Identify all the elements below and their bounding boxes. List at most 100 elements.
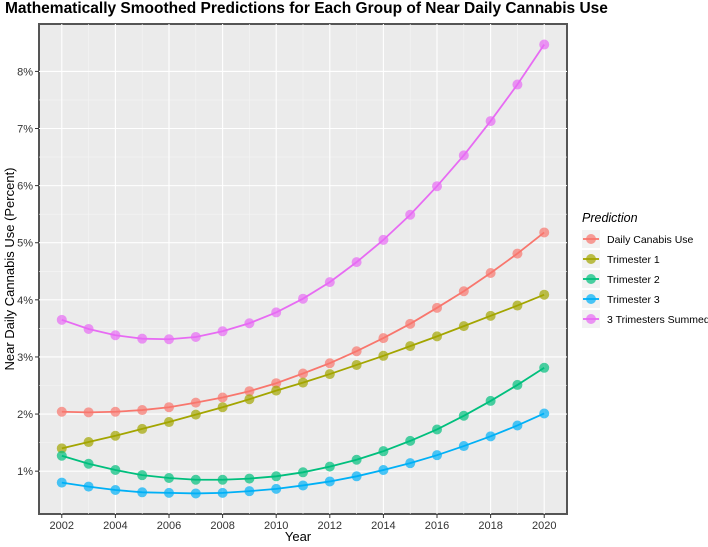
data-point-series-5 [432,181,443,192]
data-point-series-1 [512,248,523,259]
data-point-series-5 [244,318,255,329]
x-tick-label: 2008 [210,520,234,532]
data-point-series-1 [110,406,121,417]
data-point-series-2 [163,417,174,428]
data-point-series-2 [56,443,67,454]
data-point-series-2 [271,385,282,396]
data-point-series-2 [432,331,443,342]
legend-label: Trimester 1 [607,254,660,266]
data-point-series-2 [458,321,469,332]
data-point-series-2 [512,300,523,311]
legend-label: 3 Trimesters Summed [607,314,708,326]
data-point-series-5 [405,209,416,220]
y-axis: 1% 2% 3% 4% 5% 6% 7% 8% [17,66,39,478]
data-point-series-1 [137,405,148,416]
data-point-series-2 [539,289,550,300]
data-point-series-5 [217,326,228,337]
x-tick-label: 2016 [425,520,449,532]
data-point-series-5 [271,307,282,318]
data-point-series-3 [485,395,496,406]
legend-label: Daily Canabis Use [607,234,694,246]
data-point-series-4 [378,465,389,476]
legend-item: 3 Trimesters Summed [582,310,708,328]
x-axis: 2002 2004 2006 2008 2010 2012 2014 2016 2018 2020 [50,514,556,532]
data-point-series-3 [163,473,174,484]
data-point-series-4 [56,477,67,488]
data-point-series-5 [110,330,121,341]
data-point-series-5 [163,334,174,345]
data-point-series-3 [217,474,228,485]
data-point-series-4 [83,481,94,492]
data-point-series-4 [110,485,121,496]
legend-item: Trimester 1 [582,250,660,268]
data-point-series-1 [485,267,496,278]
data-point-series-4 [458,441,469,452]
data-point-series-4 [512,420,523,431]
data-point-series-2 [244,394,255,405]
data-point-series-3 [137,470,148,481]
data-point-series-1 [324,358,335,369]
data-point-series-5 [512,79,523,90]
x-tick-label: 2010 [264,520,288,532]
data-point-series-3 [244,473,255,484]
data-point-series-3 [298,467,308,478]
y-tick-label: 2% [17,409,33,421]
data-point-series-3 [458,410,469,421]
x-tick-label: 2002 [50,520,74,532]
y-axis-title: Near Daily Cannabis Use (Percent) [2,167,17,370]
data-point-series-2 [137,423,148,434]
data-point-series-4 [432,450,443,461]
data-point-series-3 [378,446,389,457]
data-point-series-1 [271,378,282,389]
y-tick-label: 4% [17,295,33,307]
data-point-series-5 [56,314,67,325]
data-point-series-3 [271,471,282,482]
legend-key-point [586,274,596,284]
x-tick-label: 2018 [478,520,502,532]
data-point-series-1 [458,286,469,297]
y-tick-label: 3% [17,352,33,364]
data-point-series-2 [324,369,335,380]
data-point-series-3 [190,474,201,485]
data-point-series-4 [163,487,174,498]
data-point-series-4 [324,476,335,487]
data-point-series-4 [405,458,416,469]
legend-title: Prediction [582,211,638,225]
legend-key-point [586,314,596,324]
data-point-series-2 [217,402,228,413]
y-tick-label: 1% [17,466,33,478]
data-point-series-1 [217,392,228,403]
data-point-series-1 [351,346,362,357]
x-tick-label: 2006 [157,520,181,532]
y-tick-label: 7% [17,124,33,136]
y-tick-label: 5% [17,238,33,250]
data-point-series-2 [351,359,362,370]
data-point-series-3 [83,458,94,469]
data-point-series-2 [405,341,416,352]
x-tick-label: 2012 [318,520,342,532]
data-point-series-5 [351,257,362,268]
data-point-series-3 [324,461,335,472]
chart-title: Mathematically Smoothed Predictions for … [5,0,608,17]
data-point-series-5 [324,277,335,288]
data-point-series-1 [83,407,94,418]
data-point-series-1 [405,318,416,329]
y-tick-label: 6% [17,181,33,193]
data-point-series-3 [512,379,523,390]
data-point-series-1 [298,368,308,379]
data-point-series-2 [378,350,389,361]
data-point-series-4 [485,431,496,442]
legend-key-point [586,254,596,264]
data-point-series-2 [83,437,94,448]
data-point-series-4 [539,408,550,419]
data-point-series-1 [190,397,201,408]
series-points [56,39,550,499]
data-point-series-4 [244,486,255,497]
data-point-series-1 [163,402,174,413]
data-point-series-1 [539,227,550,238]
data-point-series-5 [458,150,469,161]
data-point-series-1 [378,333,389,344]
legend-item: Trimester 2 [582,270,660,288]
data-point-series-3 [56,450,67,461]
